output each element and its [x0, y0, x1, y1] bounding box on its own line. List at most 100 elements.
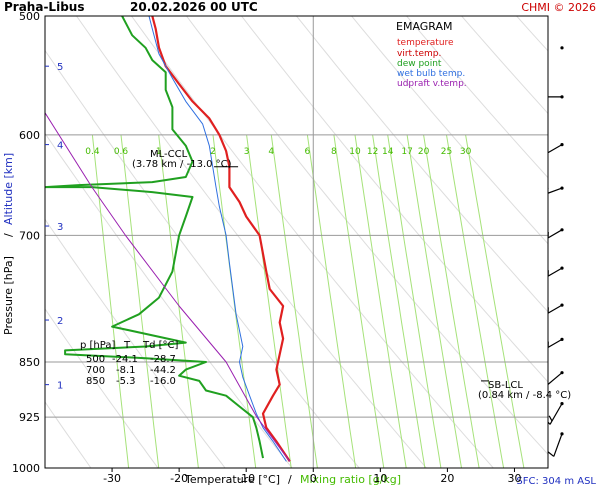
x-tick-label: -30 [103, 472, 121, 485]
legend-dew-point: dew point [397, 59, 442, 69]
mixing-ratio-line [212, 134, 257, 468]
wind-barb-feather [548, 451, 555, 457]
table-cell: 500 [86, 354, 105, 365]
legend-virt-temp: virt.temp. [397, 49, 441, 59]
mixing-ratio-line [354, 134, 407, 468]
ml-ccl-label: ML-CCL [150, 149, 188, 160]
mixing-ratio-line [423, 134, 480, 468]
x-tick-label: 0 [310, 472, 317, 485]
wind-barb-shaft [548, 229, 563, 239]
pressure-tick-label: 700 [19, 229, 40, 242]
sb-lcl-label: SB-LCL [488, 380, 523, 391]
wind-barb [543, 337, 564, 349]
pressure-tick-label: 500 [19, 10, 40, 23]
dry-adiabat [295, 16, 548, 313]
mixing-ratio-label: 10 [349, 147, 361, 157]
mixing-ratio-line [387, 134, 442, 468]
dry-adiabat [45, 218, 226, 468]
pressure-tick-label: 600 [19, 129, 40, 142]
dry-adiabat [45, 132, 293, 468]
wind-barb-feather [548, 421, 551, 425]
x-axis-title: Temperature [°C] [184, 473, 280, 486]
mixing-ratio-line [91, 134, 130, 468]
dry-adiabat [350, 16, 548, 245]
mixing-ratio-label: 14 [382, 147, 394, 157]
profile-line-wet-bulb-temp- [148, 16, 287, 462]
legend: EMAGRAM temperature virt.temp. dew point… [396, 20, 467, 89]
mixing-ratio-line [270, 134, 318, 468]
mixing-ratio-label: 12 [367, 147, 378, 157]
mixing-ratio-label: 1 [156, 147, 162, 157]
x-axis-mix-title: Mixing ratio [g/kg] [300, 473, 401, 486]
pressure-tick-label: 850 [19, 356, 40, 369]
wind-barb [539, 266, 564, 280]
wind-barb-feather [543, 340, 545, 349]
dry-adiabat [405, 16, 548, 179]
mixing-ratio-label: 30 [460, 147, 472, 157]
grid-layer [45, 16, 548, 468]
wind-barb-shaft [548, 338, 563, 349]
table-header-t: T [123, 340, 131, 351]
wind-barb-shaft [548, 187, 563, 194]
mixing-ratio-label: 0.4 [85, 147, 100, 157]
mixing-ratio-label: 20 [418, 147, 430, 157]
wind-barb-station [560, 46, 564, 50]
ml-ccl-values: (3.78 km / -13.0 °C) [132, 159, 232, 170]
table-cell: -24.1 [112, 354, 138, 365]
dry-adiabat [460, 16, 548, 115]
table-cell: -16.0 [150, 376, 176, 387]
mixing-ratio-line [446, 134, 505, 468]
wind-barb-feather [543, 269, 545, 278]
mixing-ratio-line [333, 134, 385, 468]
altitude-tick-label: 1 [57, 381, 63, 392]
table-cell: -8.1 [116, 365, 136, 376]
wind-barb-shaft [553, 433, 563, 457]
mixing-ratio-line [406, 134, 462, 468]
mixing-ratio-line [465, 134, 525, 468]
wind-barb-feather [538, 88, 541, 97]
wind-barb-shaft [548, 372, 563, 386]
altitude-tick-label: 5 [57, 62, 63, 73]
table-header-p: p [hPa] [80, 340, 115, 351]
legend-updraft: udpraft v.temp. [397, 79, 467, 89]
wind-barb-shaft [548, 304, 563, 314]
mixing-ratio-label: 0.6 [114, 147, 129, 157]
wind-barb [540, 371, 564, 388]
wind-barb [548, 402, 564, 425]
mixing-ratio-line [246, 134, 292, 468]
table-cell: 700 [86, 365, 105, 376]
wind-barb [548, 432, 564, 457]
legend-wet-bulb: wet bulb temp. [397, 69, 465, 79]
table-cell: -28.7 [150, 354, 176, 365]
mixing-ratio-label: 6 [305, 147, 311, 157]
legend-temperature: temperature [397, 38, 454, 48]
profile-lines [45, 16, 291, 463]
surface-info: SFC: 304 m ASL [516, 476, 596, 487]
wind-barb-feather [539, 308, 541, 317]
wind-barb-feather [542, 92, 545, 97]
table-cell: -44.2 [150, 365, 176, 376]
wind-barb-feather [539, 271, 541, 280]
wind-barb-feather [539, 147, 541, 156]
summary-table: p [hPa] T Td [°C] 500 -24.1 -28.7 700 -8… [80, 340, 179, 387]
station-title: Praha-Libus [4, 0, 84, 14]
plot-frame [44, 15, 549, 469]
wind-barb-feather [540, 379, 543, 388]
annotations-layer: 0.4 0.6 1 2 3 4 6 8 10 12 14 17 20 25 30 [85, 147, 489, 382]
dry-adiabat [45, 49, 360, 468]
mixing-ratio-label: 25 [441, 147, 452, 157]
mixing-ratio-label: 17 [401, 147, 412, 157]
credit-label: CHMI © 2026 [521, 1, 596, 14]
mixing-ratio-label: 2 [210, 147, 216, 157]
x-tick-label: 20 [440, 472, 454, 485]
x-tick-label: -10 [237, 472, 255, 485]
altitude-tick-label: 3 [57, 222, 63, 233]
dry-adiabat [185, 16, 548, 456]
wind-barb-shaft [548, 267, 563, 277]
profile-line-udpraft-v-temp- [45, 112, 291, 462]
ml-ccl-annotation: ML-CCL (3.78 km / -13.0 °C) [132, 149, 232, 170]
mixing-ratio-label: 3 [244, 147, 250, 157]
dry-adiabat [75, 16, 427, 468]
mixing-ratio-line [158, 134, 199, 468]
